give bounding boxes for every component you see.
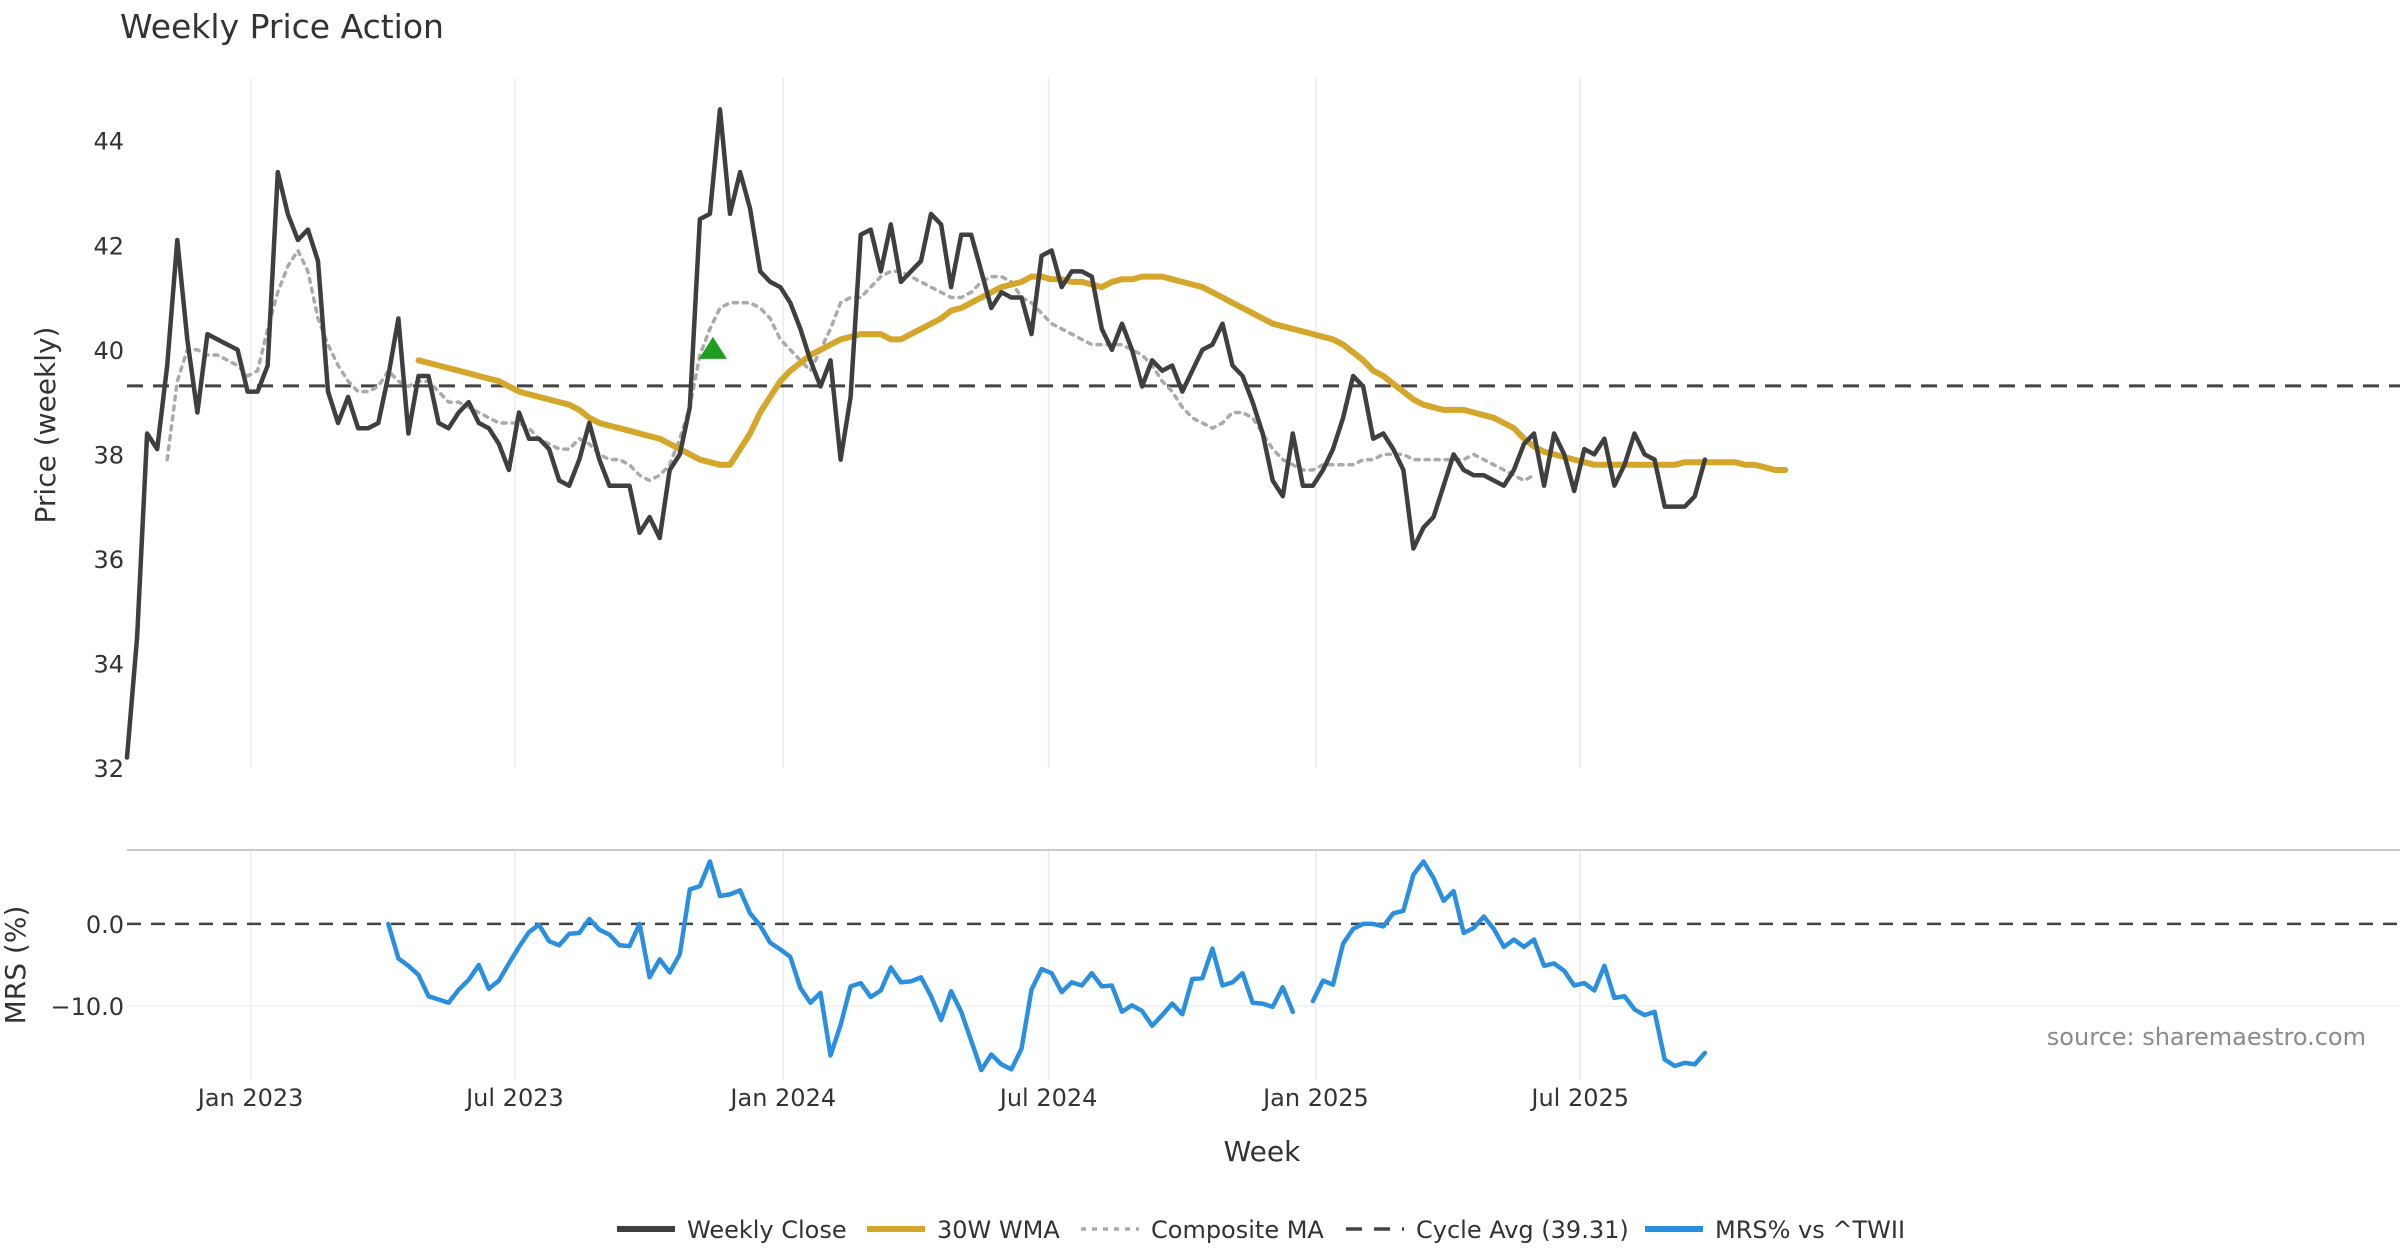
mrs-y-tick-label: 0.0 xyxy=(86,911,124,939)
price-y-tick-label: 42 xyxy=(93,232,124,260)
x-axis-label: Week xyxy=(1224,1135,1301,1168)
legend: Weekly Close 30W WMA Composite MA Cycle Avg… xyxy=(617,1216,1905,1244)
x-tick-labels: Jan 2023 Jul 2023 Jan 2024 Jul 2024 Jan 2025… xyxy=(196,1084,1629,1112)
legend-label: 30W WMA xyxy=(937,1216,1060,1244)
legend-item-weekly-close: Weekly Close xyxy=(617,1216,847,1244)
legend-label: Cycle Avg (39.31) xyxy=(1416,1216,1629,1244)
price-y-tick-label: 40 xyxy=(93,337,124,365)
x-tick-label: Jan 2025 xyxy=(1261,1084,1369,1112)
x-tick-label: Jan 2024 xyxy=(728,1084,836,1112)
price-y-axis-label: Price (weekly) xyxy=(29,327,62,524)
price-y-tick-label: 36 xyxy=(93,546,124,574)
mrs-y-axis-label: MRS (%) xyxy=(0,906,32,1025)
composite-ma-line xyxy=(165,248,1536,483)
legend-item-cycle-avg-39-31: Cycle Avg (39.31) xyxy=(1346,1216,1629,1244)
price-y-tick-label: 38 xyxy=(93,441,124,469)
price-panel-gridlines xyxy=(249,78,1581,1080)
chart-title: Weekly Price Action xyxy=(120,7,444,46)
price-y-tick-label: 32 xyxy=(93,755,124,783)
legend-label: Weekly Close xyxy=(687,1216,847,1244)
mrs-series-group xyxy=(127,859,2400,1073)
mrs-y-tick-label: −10.0 xyxy=(50,993,124,1021)
price-y-tick-label: 34 xyxy=(93,650,124,678)
legend-item-30w-wma: 30W WMA xyxy=(867,1216,1060,1244)
legend-label: MRS% vs ^TWII xyxy=(1715,1216,1905,1244)
price-series-group xyxy=(124,107,2400,760)
weekly-close-line xyxy=(124,107,1708,760)
buy-signal-marker xyxy=(698,336,727,359)
legend-item-composite-ma: Composite MA xyxy=(1081,1216,1324,1244)
legend-label: Composite MA xyxy=(1151,1216,1324,1244)
x-tick-label: Jul 2023 xyxy=(464,1084,564,1112)
x-tick-label: Jul 2025 xyxy=(1529,1084,1629,1112)
price-y-tick-labels: 32 34 36 38 40 42 44 xyxy=(93,128,124,783)
x-tick-label: Jan 2023 xyxy=(196,1084,304,1112)
x-tick-label: Jul 2024 xyxy=(998,1084,1098,1112)
source-caption: source: sharemaestro.com xyxy=(2047,1023,2366,1051)
price-y-tick-label: 44 xyxy=(93,128,124,156)
mrs-line xyxy=(386,859,1708,1073)
mrs-y-tick-labels: 0.0 −10.0 xyxy=(50,911,124,1021)
wma-30w-line xyxy=(415,273,1789,473)
legend-item-mrs-vs-twii: MRS% vs ^TWII xyxy=(1645,1216,1905,1244)
